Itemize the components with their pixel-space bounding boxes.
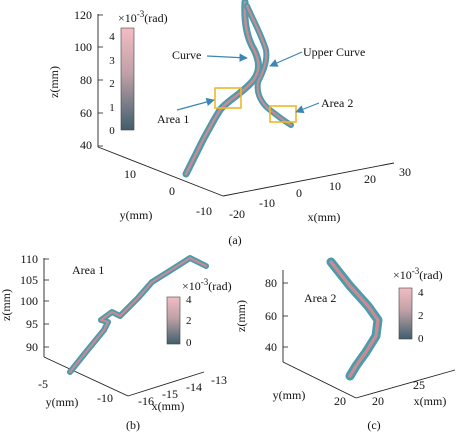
- panel-a-z-tick: 120: [74, 8, 92, 22]
- panel-b-x-tick: -15: [162, 387, 178, 401]
- panel-b-colorbar: [166, 296, 181, 345]
- panel-a-x-tick: -10: [259, 196, 275, 210]
- panel-b-colorbar-tick: 2: [186, 315, 192, 327]
- panel-a-x-tick: 0: [296, 186, 302, 200]
- panel-c-colorbar-tick: 0: [418, 333, 424, 345]
- panel-b-colorbar-rad: (rad): [208, 279, 231, 293]
- panel-a-label-curve: Curve: [172, 48, 201, 62]
- panel-a-arrow-curve: [206, 53, 248, 62]
- panel-a-colorbar-exp: -3: [137, 9, 145, 19]
- panel-b-colorbar-exp: -3: [201, 277, 209, 287]
- panel-a-y-tick: 0: [169, 184, 175, 198]
- panel-a-tube-inner: [184, 0, 260, 176]
- panel-a-z-tick: 60: [80, 106, 92, 120]
- panel-a: 120 100 80 60 40 z(mm) 10 0 -10 y(mm) 30…: [47, 0, 411, 247]
- panel-b-x-tick: -13: [211, 373, 227, 387]
- panel-a-x-tick: 10: [329, 179, 341, 193]
- panel-b-z-tick: 110: [20, 252, 38, 266]
- panel-a-colorbar-unit: ×10: [118, 11, 137, 25]
- panel-b-z-tick: 105: [20, 273, 38, 287]
- panel-c-tube-outer: [326, 257, 383, 381]
- panel-b-y-label: y(mm): [46, 395, 79, 409]
- panel-c-colorbar-title: ×10-3(rad): [393, 266, 443, 282]
- panel-c-x-tick: 25: [413, 378, 425, 392]
- panel-b-colorbar-tick: 4: [186, 294, 192, 306]
- panel-b-y-tick: -10: [97, 391, 113, 405]
- panel-c-z-tick: 60: [265, 309, 277, 323]
- panel-c-x-label: x(mm): [414, 394, 447, 408]
- panel-c-y-tick: 20: [334, 394, 346, 408]
- panel-a-z-tick: 80: [80, 73, 92, 87]
- panel-b-z-tick: 90: [26, 340, 38, 354]
- panel-a-arrow-area1: [176, 97, 215, 111]
- panel-b-z-ticks: [44, 258, 49, 348]
- panel-a-arrow-upper-curve: [269, 51, 303, 67]
- panel-a-y-label: y(mm): [120, 208, 153, 222]
- panel-c-tube-inner: [329, 260, 380, 378]
- panel-b-y-tick: -5: [38, 377, 48, 391]
- panel-b-x-tick: -14: [186, 380, 202, 394]
- panel-c-colorbar-exp: -3: [412, 266, 420, 276]
- panel-c-colorbar: [398, 287, 413, 340]
- panel-c-z-tick: 40: [265, 340, 277, 354]
- panel-c-area-title: Area 2: [304, 291, 336, 305]
- panel-a-colorbar: [120, 27, 135, 131]
- panel-b-colorbar-tick: 0: [186, 337, 192, 349]
- panel-a-colorbar-tick: 1: [109, 102, 115, 114]
- panel-b-z-label: z(mm): [0, 289, 13, 321]
- panel-b-area-title: Area 1: [72, 263, 104, 277]
- panel-a-upper-curve-inner: [245, 4, 293, 127]
- panel-c-colorbar-unit: ×10: [393, 268, 412, 282]
- panel-a-upper-curve-outer: [244, 3, 294, 128]
- panel-b-colorbar-unit: ×10: [182, 279, 201, 293]
- panel-a-area1-box: [214, 87, 242, 109]
- panel-b-colorbar-title: ×10-3(rad): [182, 277, 232, 293]
- panel-c-colorbar-rad: (rad): [419, 268, 442, 282]
- panel-a-x-label: x(mm): [308, 210, 341, 224]
- panel-b-z-tick: 100: [20, 294, 38, 308]
- panel-a-z-label: z(mm): [47, 66, 61, 98]
- panel-a-x-tick: -20: [229, 207, 245, 221]
- panel-c-z-label: z(mm): [234, 300, 248, 332]
- panel-a-colorbar-rad: (rad): [144, 11, 167, 25]
- panel-b-caption: (b): [126, 418, 140, 432]
- panel-b-x-tick: -16: [138, 394, 154, 408]
- panel-a-label-area1: Area 1: [157, 112, 189, 126]
- panel-a-area2-box: [269, 105, 297, 123]
- panel-a-axes: [97, 14, 395, 197]
- panel-c-z-tick: 80: [265, 276, 277, 290]
- panel-a-caption: (a): [228, 233, 241, 247]
- panel-a-arrow-area2: [295, 102, 320, 114]
- panel-c-colorbar-tick: 4: [418, 287, 424, 299]
- panel-a-colorbar-tick: 2: [109, 78, 115, 90]
- panel-a-x-tick: 30: [399, 165, 411, 179]
- panel-c-axes: [282, 270, 456, 399]
- panel-a-label-area2: Area 2: [321, 96, 353, 110]
- panel-c-z-ticks: [283, 282, 288, 348]
- panel-a-colorbar-tick: 3: [109, 55, 115, 67]
- panel-c-x-tick: 20: [372, 394, 384, 408]
- panel-c-colorbar-tick: 2: [418, 310, 424, 322]
- panel-c-caption: (c): [367, 418, 380, 432]
- panel-a-y-tick: -10: [196, 204, 212, 218]
- panel-b-z-tick: 95: [26, 317, 38, 331]
- panel-b-x-label: x(mm): [152, 399, 185, 413]
- panel-a-label-upper-curve: Upper Curve: [303, 45, 365, 59]
- panel-a-z-ticks: [98, 14, 103, 147]
- panel-a-y-tick: 10: [124, 167, 136, 181]
- panel-b-axes: [43, 258, 205, 397]
- panel-c: 80 60 40 z(mm) 20 y(mm) 25 20 x(mm) Area…: [234, 257, 456, 432]
- panel-a-x-tick: 20: [364, 172, 376, 186]
- panel-a-colorbar-tick: 4: [109, 31, 115, 43]
- panel-a-colorbar-tick: 0: [109, 125, 115, 137]
- panel-b: 110 105 100 95 90 z(mm) -5 -10 y(mm) -13…: [0, 252, 232, 432]
- panel-a-z-tick: 100: [74, 40, 92, 54]
- panel-a-z-tick: 40: [80, 138, 92, 152]
- panel-a-colorbar-title: ×10-3(rad): [118, 9, 168, 25]
- panel-b-tube-inner: [68, 256, 208, 374]
- panel-c-y-label: y(mm): [273, 388, 306, 402]
